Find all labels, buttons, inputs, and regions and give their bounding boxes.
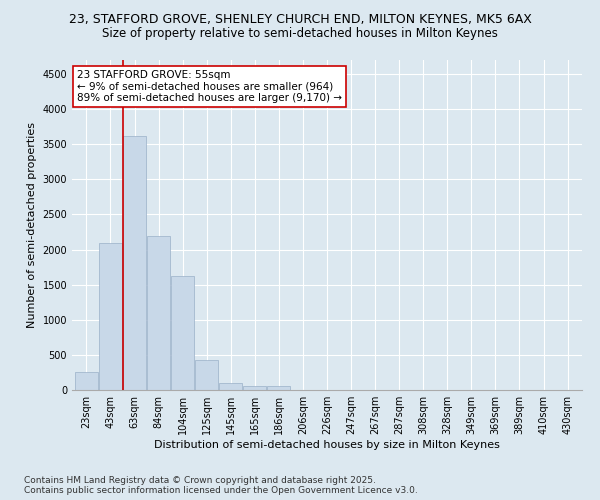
Bar <box>244 386 266 390</box>
Bar <box>147 236 170 390</box>
Bar <box>268 386 290 390</box>
Bar <box>195 360 218 390</box>
Bar <box>123 136 146 390</box>
Text: Contains HM Land Registry data © Crown copyright and database right 2025.
Contai: Contains HM Land Registry data © Crown c… <box>24 476 418 495</box>
Text: 23 STAFFORD GROVE: 55sqm
← 9% of semi-detached houses are smaller (964)
89% of s: 23 STAFFORD GROVE: 55sqm ← 9% of semi-de… <box>77 70 342 103</box>
Bar <box>220 384 242 390</box>
X-axis label: Distribution of semi-detached houses by size in Milton Keynes: Distribution of semi-detached houses by … <box>154 440 500 450</box>
Bar <box>99 242 122 390</box>
Text: Size of property relative to semi-detached houses in Milton Keynes: Size of property relative to semi-detach… <box>102 28 498 40</box>
Text: 23, STAFFORD GROVE, SHENLEY CHURCH END, MILTON KEYNES, MK5 6AX: 23, STAFFORD GROVE, SHENLEY CHURCH END, … <box>68 12 532 26</box>
Bar <box>75 372 98 390</box>
Bar <box>171 276 194 390</box>
Y-axis label: Number of semi-detached properties: Number of semi-detached properties <box>27 122 37 328</box>
